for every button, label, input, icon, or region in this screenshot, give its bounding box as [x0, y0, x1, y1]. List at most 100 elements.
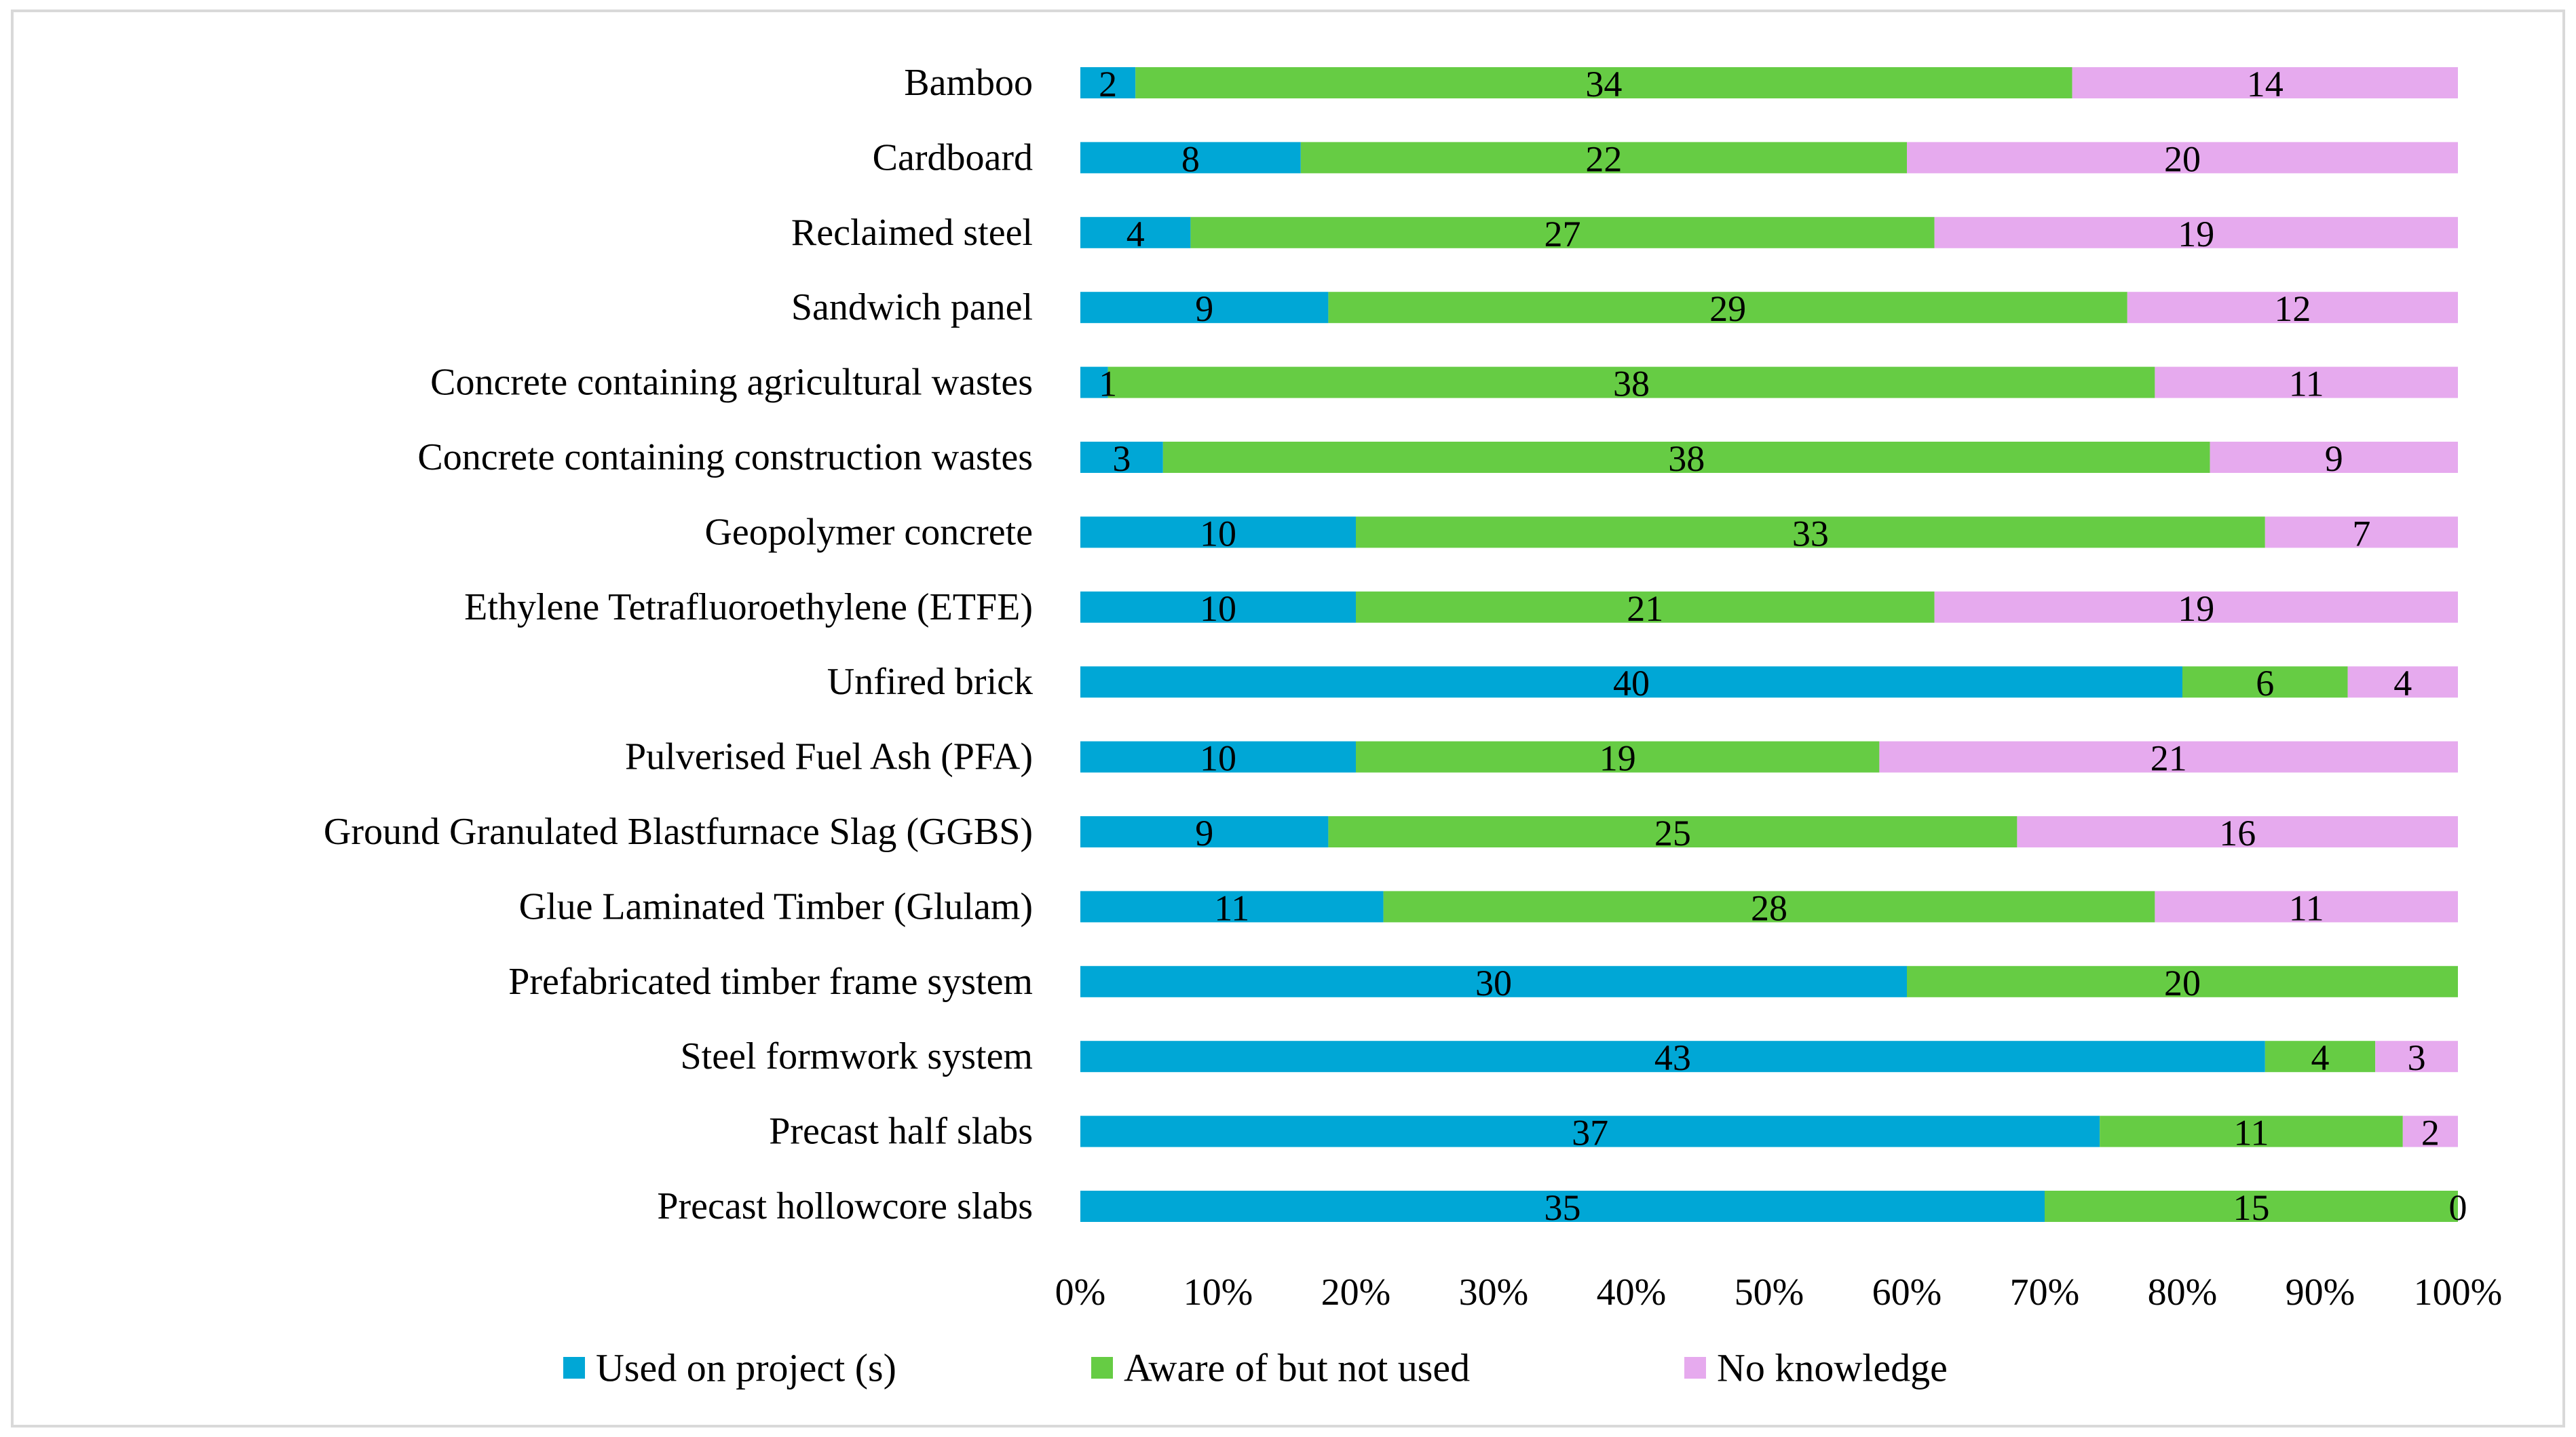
bar-segment-bamboo-aware-of-but-not-used — [1135, 67, 2072, 98]
category-label-pulverised-fuel-ash-pfa: Pulverised Fuel Ash (PFA) — [625, 736, 1033, 778]
data-label-concrete-containing-construction-wastes-used-on-project-s: 3 — [1112, 438, 1131, 479]
bar-segment-precast-half-slabs-used-on-project-s — [1080, 1115, 2100, 1147]
data-label-ethylene-tetrafluoroethylene-etfe-no-knowledge: 19 — [2178, 588, 2214, 629]
data-label-ground-granulated-blastfurnace-slag-ggbs-no-knowledge: 16 — [2219, 813, 2256, 854]
category-labels: Bamboo Cardboard Reclaimed steel Sandwich p… — [324, 62, 1033, 1227]
data-label-unfired-brick-aware-of-but-not-used: 6 — [2256, 663, 2274, 704]
x-tick-label-9: 90% — [2286, 1271, 2355, 1314]
bar-segment-reclaimed-steel-aware-of-but-not-used — [1190, 216, 1935, 248]
legend-swatch-used-on-project-s — [563, 1357, 585, 1379]
x-tick-label-3: 30% — [1459, 1271, 1529, 1314]
bar-segment-ethylene-tetrafluoroethylene-etfe-no-knowledge — [1934, 591, 2458, 623]
data-label-geopolymer-concrete-aware-of-but-not-used: 33 — [1792, 513, 1829, 554]
bar-segment-unfired-brick-aware-of-but-not-used — [2182, 666, 2348, 698]
category-label-ground-granulated-blastfurnace-slag-ggbs: Ground Granulated Blastfurnace Slag (GGB… — [324, 811, 1033, 853]
data-label-cardboard-used-on-project-s: 8 — [1181, 138, 1200, 179]
bar-segment-pulverised-fuel-ash-pfa-used-on-project-s — [1080, 741, 1356, 773]
x-tick-label-5: 50% — [1735, 1271, 1804, 1314]
legend-swatch-no-knowledge — [1684, 1357, 1706, 1379]
data-label-bamboo-no-knowledge: 14 — [2247, 64, 2284, 104]
legend-label-used-on-project-s: Used on project (s) — [596, 1346, 896, 1390]
data-label-sandwich-panel-aware-of-but-not-used: 29 — [1709, 288, 1746, 329]
data-label-steel-formwork-system-used-on-project-s: 43 — [1654, 1037, 1691, 1078]
bar-segment-geopolymer-concrete-used-on-project-s — [1080, 516, 1356, 548]
bar-segment-bamboo-no-knowledge — [2072, 67, 2458, 98]
bar-segment-unfired-brick-no-knowledge — [2347, 666, 2458, 698]
category-label-concrete-containing-construction-wastes: Concrete containing construction wastes — [417, 436, 1033, 478]
category-label-sandwich-panel: Sandwich panel — [791, 286, 1033, 328]
data-label-geopolymer-concrete-used-on-project-s: 10 — [1200, 513, 1236, 554]
x-tick-label-10: 100% — [2414, 1271, 2503, 1314]
data-label-ethylene-tetrafluoroethylene-etfe-aware-of-but-not-used: 21 — [1627, 588, 1663, 629]
data-label-steel-formwork-system-aware-of-but-not-used: 4 — [2311, 1037, 2330, 1078]
legend: Used on project (s) Aware of but not used… — [563, 1346, 1948, 1390]
data-label-ground-granulated-blastfurnace-slag-ggbs-used-on-project-s: 9 — [1195, 813, 1213, 854]
data-label-precast-hollowcore-slabs-used-on-project-s: 35 — [1545, 1187, 1581, 1228]
x-tick-label-6: 60% — [1872, 1271, 1942, 1314]
data-label-glue-laminated-timber-glulam-used-on-project-s: 11 — [1214, 887, 1249, 928]
category-label-reclaimed-steel: Reclaimed steel — [791, 212, 1033, 254]
data-label-glue-laminated-timber-glulam-aware-of-but-not-used: 28 — [1751, 887, 1787, 928]
data-label-pulverised-fuel-ash-pfa-no-knowledge: 21 — [2151, 738, 2187, 779]
bar-segment-reclaimed-steel-used-on-project-s — [1080, 216, 1191, 248]
x-tick-label-2: 20% — [1321, 1271, 1391, 1314]
bar-segment-concrete-containing-agricultural-wastes-used-on-project-s — [1080, 366, 1108, 398]
category-label-concrete-containing-agricultural-wastes: Concrete containing agricultural wastes — [430, 362, 1033, 404]
data-label-geopolymer-concrete-no-knowledge: 7 — [2352, 513, 2370, 554]
bar-segment-pulverised-fuel-ash-pfa-no-knowledge — [1879, 741, 2458, 773]
bar-segment-cardboard-used-on-project-s — [1080, 142, 1301, 174]
bar-segment-geopolymer-concrete-no-knowledge — [2265, 516, 2458, 548]
bar-segment-concrete-containing-construction-wastes-used-on-project-s — [1080, 442, 1163, 473]
category-label-bamboo: Bamboo — [904, 62, 1033, 104]
data-label-pulverised-fuel-ash-pfa-used-on-project-s: 10 — [1200, 738, 1236, 779]
data-label-concrete-containing-construction-wastes-aware-of-but-not-used: 38 — [1668, 438, 1705, 479]
data-label-reclaimed-steel-used-on-project-s: 4 — [1126, 214, 1145, 254]
x-tick-label-0: 0% — [1055, 1271, 1106, 1314]
bar-segment-glue-laminated-timber-glulam-no-knowledge — [2155, 891, 2458, 923]
bar-segment-glue-laminated-timber-glulam-used-on-project-s — [1080, 891, 1384, 923]
bar-segment-cardboard-no-knowledge — [1907, 142, 2458, 174]
data-label-sandwich-panel-used-on-project-s: 9 — [1195, 288, 1213, 329]
data-label-unfired-brick-no-knowledge: 4 — [2393, 663, 2412, 704]
x-tick-label-1: 10% — [1183, 1271, 1253, 1314]
data-label-cardboard-no-knowledge: 20 — [2164, 138, 2201, 179]
legend-label-no-knowledge: No knowledge — [1717, 1346, 1948, 1390]
category-label-precast-half-slabs: Precast half slabs — [769, 1111, 1033, 1153]
bar-segment-unfired-brick-used-on-project-s — [1080, 666, 2182, 698]
bar-segment-concrete-containing-construction-wastes-aware-of-but-not-used — [1162, 442, 2210, 473]
data-label-sandwich-panel-no-knowledge: 12 — [2274, 288, 2311, 329]
data-label-bamboo-used-on-project-s: 2 — [1099, 64, 1117, 104]
data-label-reclaimed-steel-aware-of-but-not-used: 27 — [1545, 214, 1581, 254]
data-label-glue-laminated-timber-glulam-no-knowledge: 11 — [2289, 887, 2324, 928]
bar-segment-reclaimed-steel-no-knowledge — [1934, 216, 2458, 248]
data-label-precast-hollowcore-slabs-no-knowledge: 0 — [2449, 1187, 2467, 1228]
category-label-geopolymer-concrete: Geopolymer concrete — [704, 511, 1033, 553]
data-label-ground-granulated-blastfurnace-slag-ggbs-aware-of-but-not-used: 25 — [1654, 813, 1691, 854]
data-label-bamboo-aware-of-but-not-used: 34 — [1585, 64, 1622, 104]
bar-segment-sandwich-panel-aware-of-but-not-used — [1328, 292, 2127, 324]
data-label-prefabricated-timber-frame-system-aware-of-but-not-used: 20 — [2164, 963, 2201, 1003]
category-label-unfired-brick: Unfired brick — [827, 661, 1033, 703]
x-tick-label-4: 40% — [1597, 1271, 1667, 1314]
bar-segment-precast-hollowcore-slabs-aware-of-but-not-used — [2045, 1191, 2458, 1222]
bar-segment-concrete-containing-agricultural-wastes-aware-of-but-not-used — [1107, 366, 2155, 398]
bar-segment-geopolymer-concrete-aware-of-but-not-used — [1356, 516, 2265, 548]
bar-segment-ground-granulated-blastfurnace-slag-ggbs-no-knowledge — [2017, 816, 2458, 847]
data-label-precast-half-slabs-aware-of-but-not-used: 11 — [2234, 1113, 2269, 1153]
category-label-precast-hollowcore-slabs: Precast hollowcore slabs — [657, 1185, 1033, 1227]
category-label-steel-formwork-system: Steel formwork system — [681, 1035, 1033, 1077]
data-label-unfired-brick-used-on-project-s: 40 — [1613, 663, 1650, 704]
bar-segment-steel-formwork-system-no-knowledge — [2375, 1041, 2458, 1073]
bar-segment-glue-laminated-timber-glulam-aware-of-but-not-used — [1383, 891, 2155, 923]
data-label-cardboard-aware-of-but-not-used: 22 — [1585, 138, 1622, 179]
bar-segment-steel-formwork-system-aware-of-but-not-used — [2265, 1041, 2376, 1073]
bar-segments — [1080, 67, 2458, 1222]
bar-segment-ethylene-tetrafluoroethylene-etfe-used-on-project-s — [1080, 591, 1356, 623]
bar-segment-concrete-containing-agricultural-wastes-no-knowledge — [2155, 366, 2458, 398]
data-label-concrete-containing-construction-wastes-no-knowledge: 9 — [2325, 438, 2343, 479]
data-label-concrete-containing-agricultural-wastes-aware-of-but-not-used: 38 — [1613, 364, 1650, 404]
category-label-prefabricated-timber-frame-system: Prefabricated timber frame system — [508, 961, 1033, 1003]
bar-segment-pulverised-fuel-ash-pfa-aware-of-but-not-used — [1356, 741, 1880, 773]
